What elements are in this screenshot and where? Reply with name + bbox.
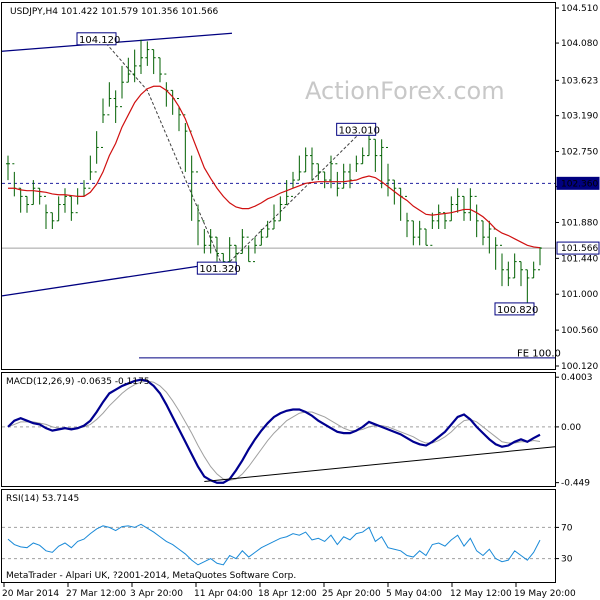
macd-main-line <box>7 378 541 484</box>
y-tick-label: 101.000 <box>561 290 598 300</box>
x-tick-label: 20 Mar 2014 <box>2 589 59 599</box>
y-tick-label: 100.560 <box>561 326 598 336</box>
y-tick-label: 102.750 <box>561 148 598 158</box>
annotation-box <box>336 122 377 136</box>
x-tick-label: 12 May 12:00 <box>450 589 512 599</box>
x-tick-label: 18 Apr 12:00 <box>258 589 317 599</box>
y-tick-label: 104.510 <box>561 4 598 14</box>
x-tick-label: 25 Apr 20:00 <box>322 589 381 599</box>
price-marker-box <box>556 241 600 255</box>
lower-channel-line <box>1 262 219 297</box>
price-marker-label: 102.360 <box>561 179 598 189</box>
macd-y-tick-label: 0.4003 <box>561 373 593 383</box>
x-tick-label: 19 May 20:00 <box>514 589 576 599</box>
macd-signal-line <box>7 380 541 481</box>
x-tick-label: 27 Mar 12:00 <box>66 589 126 599</box>
macd-chart-title: MACD(12,26,9) -0.0635 -0.1175 <box>6 377 150 387</box>
y-tick-label: 103.190 <box>561 112 598 122</box>
rsi-y-tick-label: 30 <box>561 555 573 565</box>
annotation-box <box>76 32 117 46</box>
annotation-label: FE 100.0 <box>517 348 561 359</box>
price-chart-title: USDJPY,H4 101.422 101.579 101.356 101.56… <box>10 7 219 17</box>
macd-y-tick-label: 0.00 <box>561 423 581 433</box>
y-tick-label: 101.880 <box>561 218 598 228</box>
macd-y-tick-label: -0.449 <box>561 479 590 489</box>
rsi-chart-title: RSI(14) 53.7145 <box>6 494 79 504</box>
x-tick-label: 5 May 04:00 <box>386 589 442 599</box>
y-tick-label: 104.080 <box>561 39 598 49</box>
macd-trend-line <box>204 446 556 483</box>
annotation-box <box>196 261 237 275</box>
annotation-box <box>494 302 535 316</box>
watermark: ActionForex.com <box>305 77 505 105</box>
upper-channel-line <box>1 32 233 52</box>
annotation-label: 100.820 <box>497 305 538 316</box>
rsi-line <box>7 523 541 566</box>
rsi-y-tick-label: 70 <box>561 523 573 533</box>
y-tick-label: 103.623 <box>561 76 598 86</box>
price-panel-frame <box>1 2 556 370</box>
y-tick-label: 100.120 <box>561 362 598 372</box>
annotation-label: 103.010 <box>339 125 380 136</box>
x-tick-label: 3 Apr 20:00 <box>130 589 183 599</box>
annotation-label: 104.120 <box>79 35 120 46</box>
rsi-panel-frame <box>1 489 556 583</box>
annotation-label: 101.320 <box>199 264 240 275</box>
footer-copyright: MetaTrader - Alpari UK, ?2001-2014, Meta… <box>6 571 296 581</box>
price-marker-box <box>556 176 600 190</box>
macd-panel-frame <box>1 372 556 487</box>
x-tick-label: 11 Apr 04:00 <box>194 589 253 599</box>
price-marker-label: 101.566 <box>561 244 598 254</box>
moving-average-line <box>8 85 541 249</box>
y-tick-label: 101.440 <box>561 254 598 264</box>
